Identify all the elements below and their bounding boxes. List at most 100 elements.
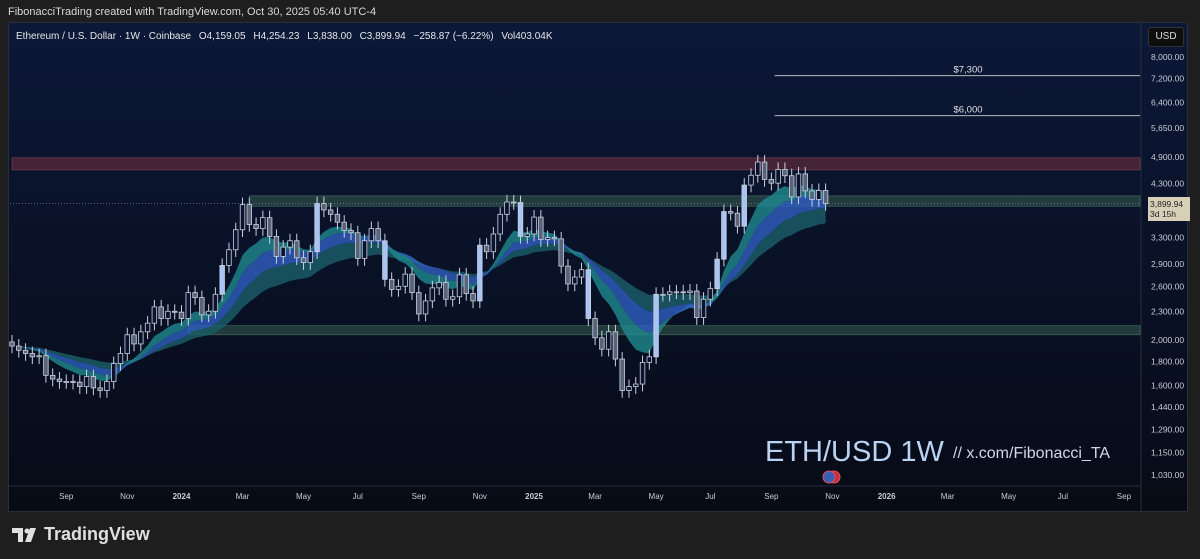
candle-body [748,174,754,186]
candle-body [22,349,29,354]
candle-body [605,331,612,350]
candle-body [219,265,225,295]
candle-body [97,387,103,391]
candle-body [504,201,510,215]
candle-body [646,356,653,363]
ohlc-close: C3,899.94 [359,31,406,42]
candle-body [727,211,734,214]
candle-body [809,190,815,200]
y-tick-label: 8,000.00 [1151,52,1184,62]
candle-body [721,211,727,260]
x-tick-label: Jul [353,492,363,501]
candle-body [429,287,436,302]
candle-body [741,184,747,227]
x-tick-label: May [296,492,311,501]
candle-body [822,190,829,204]
y-tick-label: 5,650.00 [1151,123,1184,133]
currency-button[interactable]: USD [1148,27,1184,47]
last-price: 3,899.94 [1150,199,1184,209]
price-level-label: $6,000 [953,105,982,116]
x-tick-label: Nov [473,492,487,501]
candle-body [334,213,341,223]
candle-body [348,229,354,234]
candle-body [755,161,761,176]
y-tick-label: 1,600.00 [1151,380,1184,390]
candle-body [551,237,558,240]
x-tick-label: Sep [764,492,779,501]
ohlc-low: L3,838.00 [307,31,352,42]
y-tick-label: 6,400.00 [1151,98,1184,108]
x-tick-label: Mar [941,492,955,501]
candle-body [300,257,307,264]
candle-body [714,258,720,290]
candle-body [490,233,497,253]
candle-body [795,173,802,198]
candle-body [816,190,822,200]
symbol-name[interactable]: Ethereum / U.S. Dollar · 1W · Coinbase [16,31,192,42]
candle-body [558,238,564,267]
candle-body [612,331,619,360]
candle-body [9,341,15,347]
ohlc-change: −258.87 (−6.22%) [413,31,494,42]
x-tick-label: Jul [1058,492,1068,501]
x-tick-label: 2024 [173,492,191,501]
candle-body [29,353,36,358]
candle-body [192,292,198,298]
candle-body [117,353,124,364]
x-tick-label: Sep [412,492,427,501]
candle-body [294,240,300,259]
candle-body [287,240,293,248]
candle-body [633,383,639,388]
x-tick-label: May [1001,492,1016,501]
candle-body [266,217,273,237]
candle-body [151,306,158,324]
y-tick-label: 2,300.00 [1151,306,1184,316]
candle-body [361,240,368,259]
candle-body [538,216,544,240]
candle-body [694,290,700,318]
candle-body [382,240,388,280]
candle-body [178,311,185,319]
candle-body [104,381,110,391]
y-tick-label: 1,290.00 [1151,424,1184,434]
candle-body [36,355,42,358]
volume: Vol403.04K [501,31,553,42]
candle-body [707,288,714,300]
candle-body [531,216,537,235]
support-zone [248,195,1141,207]
y-tick-label: 1,030.00 [1151,470,1184,480]
candle-body [660,293,666,296]
candle-body [124,334,130,354]
candle-body [592,318,598,339]
candle-body [653,293,659,358]
candle-body [158,306,164,319]
candle-body [639,362,646,385]
candle-body [131,334,137,345]
candle-body [544,237,551,240]
y-tick-label: 4,900.00 [1151,152,1184,162]
candle-body [246,204,252,225]
watermark-handle: // x.com/Fibonacci_TA [953,445,1111,462]
candle-body [111,363,117,382]
x-tick-label: Sep [59,492,74,501]
candle-body [327,209,334,215]
y-tick-label: 4,300.00 [1151,179,1184,189]
candle-body [388,278,395,290]
candle-body [368,228,375,242]
y-tick-label: 7,200.00 [1151,73,1184,83]
y-tick-label: 2,600.00 [1151,281,1184,291]
candle-body [239,204,246,231]
tradingview-logo[interactable]: TradingView [12,524,150,545]
candle-body [233,229,239,251]
x-tick-label: Jul [705,492,715,501]
candle-body [138,331,144,345]
candle-body [273,236,280,257]
candle-body [355,232,361,259]
candle-body [70,381,76,383]
x-tick-label: Sep [1117,492,1132,501]
resistance-zone [11,157,1141,171]
candle-body [687,290,693,294]
x-tick-label: Mar [588,492,602,501]
candle-body [144,322,151,333]
candle-body [599,337,605,350]
